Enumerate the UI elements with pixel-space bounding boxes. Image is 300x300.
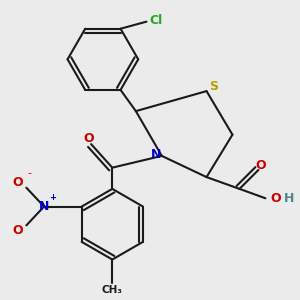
Text: O: O: [270, 192, 281, 205]
Text: CH₃: CH₃: [102, 285, 123, 295]
Text: N: N: [39, 200, 49, 213]
Text: -: -: [28, 169, 32, 178]
Text: O: O: [13, 176, 23, 190]
Text: H: H: [284, 192, 295, 205]
Text: N: N: [151, 148, 161, 161]
Text: S: S: [209, 80, 218, 93]
Text: O: O: [13, 224, 23, 237]
Text: +: +: [49, 193, 56, 202]
Text: Cl: Cl: [149, 14, 163, 27]
Text: O: O: [255, 159, 266, 172]
Text: O: O: [83, 132, 94, 145]
